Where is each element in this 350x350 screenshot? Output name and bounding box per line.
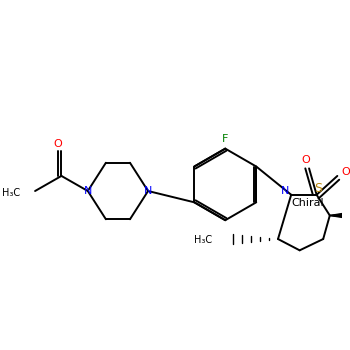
Text: S: S (315, 182, 322, 195)
Text: N: N (84, 186, 92, 196)
Text: N: N (280, 186, 289, 196)
Text: F: F (222, 134, 229, 144)
Text: O: O (341, 167, 350, 177)
Polygon shape (330, 211, 350, 220)
Text: Chiral: Chiral (291, 198, 324, 208)
Text: O: O (301, 155, 310, 165)
Text: H₃C: H₃C (2, 188, 20, 198)
Text: N: N (144, 186, 152, 196)
Text: H₃C: H₃C (194, 235, 212, 245)
Polygon shape (330, 211, 350, 220)
Text: O: O (53, 139, 62, 149)
